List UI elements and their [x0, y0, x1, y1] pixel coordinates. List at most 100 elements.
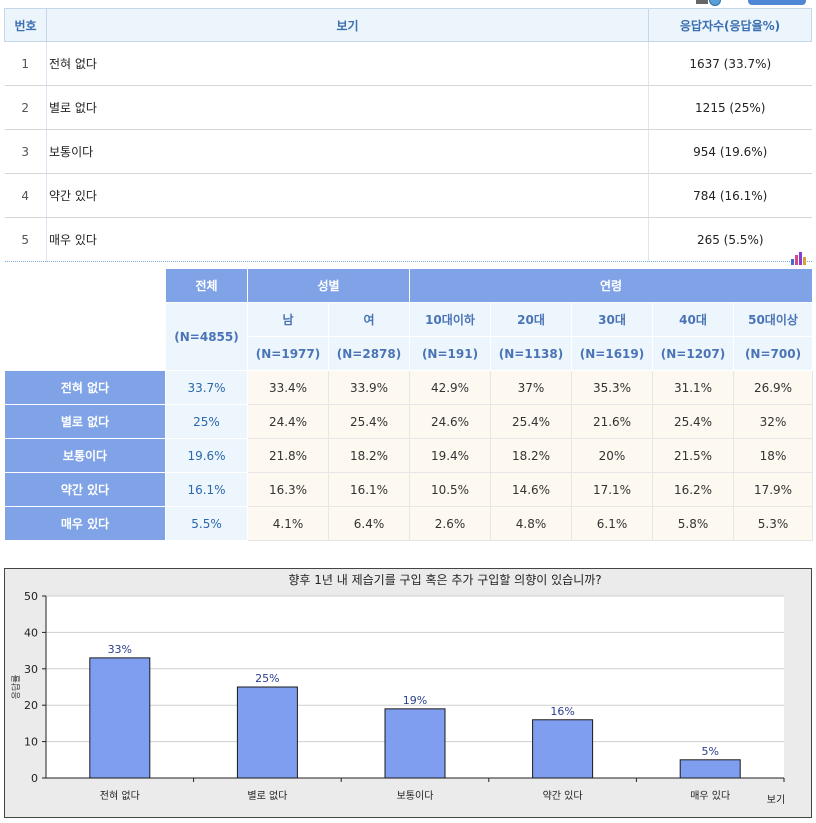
bar-data-label: 16%: [550, 705, 574, 718]
row-option: 매우 있다: [46, 217, 649, 262]
row-count: 1215 (25%): [648, 85, 812, 130]
row-count: 954 (19.6%): [648, 129, 812, 174]
cell-value: 17.1%: [571, 472, 653, 507]
x-tick-label: 별로 없다: [247, 789, 287, 802]
cell-value: 24.6%: [409, 404, 491, 439]
cross-table-body: 전혀 없다 33.7% 33.4% 33.9% 42.9% 37% 35.3% 31.1% 26…: [4, 370, 814, 541]
sub-n: (N=700): [732, 336, 814, 371]
bar: [236, 686, 298, 779]
cell-value: 31.1%: [652, 370, 734, 405]
row-label: 보통이다: [4, 438, 166, 473]
cell-value: 14.6%: [490, 472, 572, 507]
cell-value: 16.2%: [652, 472, 734, 507]
cell-value: 20%: [571, 438, 653, 473]
cell-value: 37%: [490, 370, 572, 405]
total-value: 19.6%: [165, 438, 248, 473]
row-label: 별로 없다: [4, 404, 166, 439]
cross-table-row: 전혀 없다 33.7% 33.4% 33.9% 42.9% 37% 35.3% 31.1% 26…: [4, 370, 814, 405]
total-value: 33.7%: [165, 370, 248, 405]
row-number: 3: [4, 129, 47, 174]
x-axis-label: 보기: [767, 794, 785, 806]
row-option: 전혀 없다: [46, 41, 649, 86]
y-tick-label: 20: [24, 699, 38, 712]
row-option: 별로 없다: [46, 85, 649, 130]
bar: [89, 657, 151, 779]
bar: [679, 759, 741, 779]
y-axis-label: 응답률: [10, 675, 22, 700]
row-option: 약간 있다: [46, 173, 649, 218]
sub-n: (N=2878): [328, 336, 410, 371]
response-table: 번호 보기 응답자수(응답율%) 1 전혀 없다 1637 (33.7%) 2 …: [4, 8, 812, 262]
sub-label: 남: [247, 302, 329, 337]
sub-label: 50대이상: [732, 302, 814, 337]
x-tick-label: 약간 있다: [543, 790, 583, 802]
row-number: 4: [4, 173, 47, 218]
sub-n: (N=1619): [571, 336, 653, 371]
age-header: 연령: [408, 268, 814, 303]
row-label: 약간 있다: [4, 472, 166, 507]
cell-value: 25.4%: [328, 404, 410, 439]
cross-table-row: 보통이다 19.6% 21.8% 18.2% 19.4% 18.2% 20% 21.5% 18%: [4, 438, 814, 473]
gender-header: 성별: [247, 268, 410, 303]
cell-value: 21.6%: [571, 404, 653, 439]
y-tick-label: 0: [31, 772, 38, 785]
sub-n: (N=1138): [490, 336, 572, 371]
total-value: 25%: [165, 404, 248, 439]
cross-table-row: 별로 없다 25% 24.4% 25.4% 24.6% 25.4% 21.6% 25.4% 32…: [4, 404, 814, 439]
cross-table-row: 약간 있다 16.1% 16.3% 16.1% 10.5% 14.6% 17.1% 16.2%…: [4, 472, 814, 507]
y-tick-label: 30: [24, 663, 38, 676]
cell-value: 25.4%: [490, 404, 572, 439]
row-count: 265 (5.5%): [648, 217, 812, 262]
sub-label: 20대: [490, 302, 572, 337]
row-option: 보통이다: [46, 129, 649, 174]
total-value: 5.5%: [165, 506, 248, 541]
cell-value: 16.3%: [247, 472, 329, 507]
response-table-header: 번호 보기 응답자수(응답율%): [4, 8, 812, 42]
table-row: 4 약간 있다 784 (16.1%): [4, 173, 812, 218]
cell-value: 32%: [732, 404, 814, 439]
sub-n: (N=1207): [652, 336, 734, 371]
chart-title: 향후 1년 내 제습기를 구입 혹은 추가 구입할 의향이 있습니까?: [288, 573, 601, 587]
sub-label: 30대: [571, 302, 653, 337]
total-n: (N=4855): [165, 302, 248, 371]
table-row: 2 별로 없다 1215 (25%): [4, 85, 812, 130]
header-count: 응답자수(응답율%): [648, 8, 812, 42]
cell-value: 6.1%: [571, 506, 653, 541]
x-tick-label: 매우 있다: [690, 790, 730, 802]
y-tick-label: 50: [24, 590, 38, 603]
cell-value: 2.6%: [409, 506, 491, 541]
row-count: 1637 (33.7%): [648, 41, 812, 86]
bar-data-label: 33%: [108, 643, 132, 656]
cell-value: 19.4%: [409, 438, 491, 473]
sub-label: 10대이하: [409, 302, 491, 337]
table-row: 5 매우 있다 265 (5.5%): [4, 217, 812, 262]
view-toggle-icon[interactable]: [696, 0, 724, 6]
corner-cell: [4, 268, 166, 371]
sub-label: 40대: [652, 302, 734, 337]
total-header: 전체: [165, 268, 248, 303]
cell-value: 21.8%: [247, 438, 329, 473]
bar-data-label: 19%: [403, 694, 427, 707]
row-label: 전혀 없다: [4, 370, 166, 405]
cell-value: 18.2%: [328, 438, 410, 473]
cell-value: 21.5%: [652, 438, 734, 473]
cell-value: 25.4%: [652, 404, 734, 439]
row-number: 1: [4, 41, 47, 86]
cell-value: 42.9%: [409, 370, 491, 405]
chart-svg: 향후 1년 내 제습기를 구입 혹은 추가 구입할 의향이 있습니까? 0 10 20…: [10, 573, 785, 806]
bar-chart-icon[interactable]: [790, 252, 806, 265]
cell-value: 17.9%: [732, 472, 814, 507]
bar-data-label: 25%: [255, 672, 279, 685]
cross-tab-table: 전체 성별 연령 (N=4855) 남 여 10대이하 20대 30대 40대 …: [4, 268, 814, 541]
cell-value: 18%: [732, 438, 814, 473]
bar: [384, 708, 446, 779]
cell-value: 26.9%: [732, 370, 814, 405]
header-option: 보기: [46, 8, 649, 42]
top-action-button[interactable]: [748, 0, 806, 5]
bar-data-label: 5%: [701, 745, 718, 758]
table-row: 1 전혀 없다 1637 (33.7%): [4, 41, 812, 86]
cell-value: 5.8%: [652, 506, 734, 541]
row-number: 2: [4, 85, 47, 130]
cell-value: 6.4%: [328, 506, 410, 541]
bar: [532, 719, 594, 779]
